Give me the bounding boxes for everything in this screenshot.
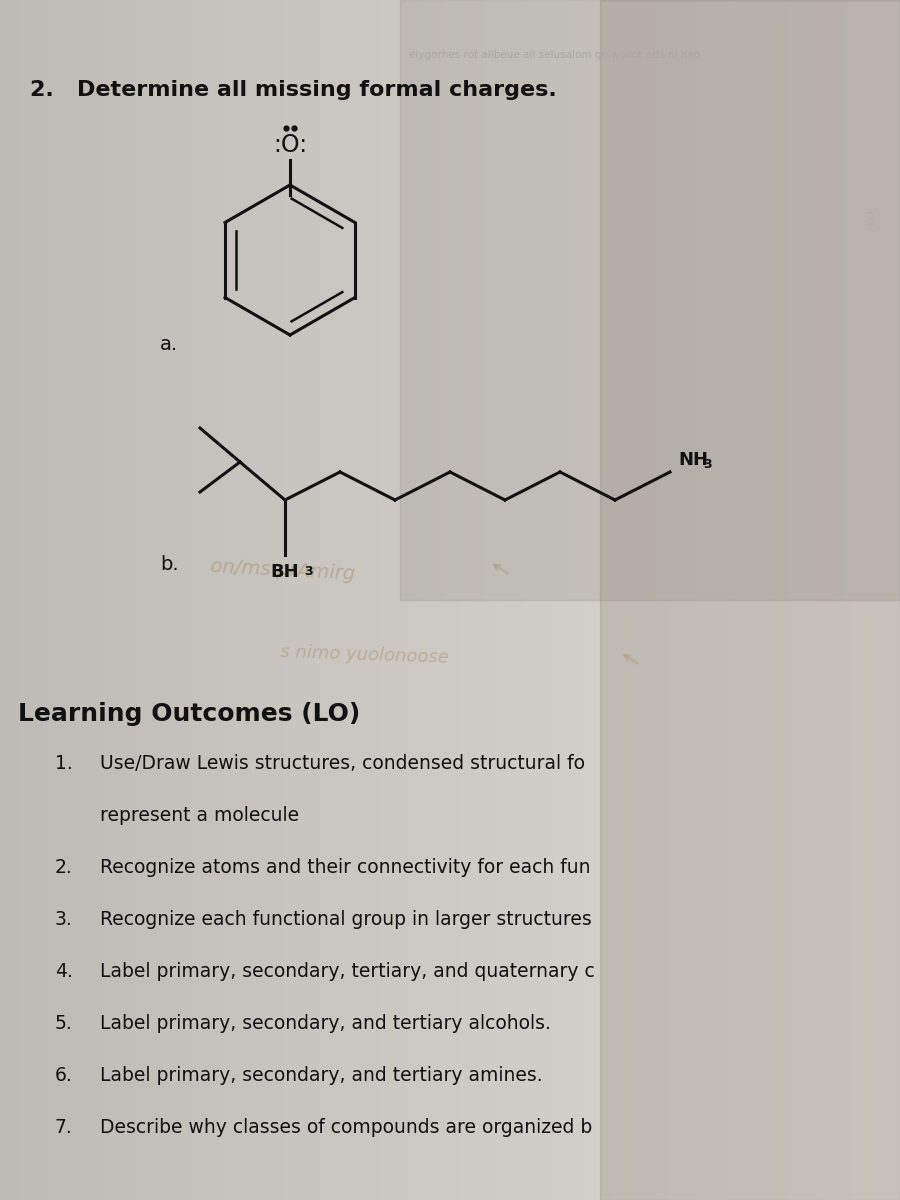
Text: 6.: 6. <box>55 1066 73 1085</box>
Text: Learning Outcomes (LO): Learning Outcomes (LO) <box>18 702 360 726</box>
Text: 1.: 1. <box>55 754 73 773</box>
Polygon shape <box>600 0 900 1200</box>
Text: b.: b. <box>160 556 178 575</box>
Text: 5.: 5. <box>55 1014 73 1033</box>
Text: BH: BH <box>271 563 300 581</box>
Text: Label primary, secondary, tertiary, and quaternary c: Label primary, secondary, tertiary, and … <box>100 962 595 982</box>
Text: Describe why classes of compounds are organized b: Describe why classes of compounds are or… <box>100 1118 592 1138</box>
Text: on/ms prAmirg: on/ms prAmirg <box>210 557 356 583</box>
Text: a.: a. <box>160 336 178 354</box>
Text: Recognize each functional group in larger structures: Recognize each functional group in large… <box>100 910 592 929</box>
Text: s nimo yuolonoose: s nimo yuolonoose <box>280 643 449 667</box>
Text: represent a molecule: represent a molecule <box>100 806 299 826</box>
Text: 4.: 4. <box>55 962 73 982</box>
Text: 3: 3 <box>703 457 712 470</box>
Text: Label primary, secondary, and tertiary amines.: Label primary, secondary, and tertiary a… <box>100 1066 543 1085</box>
Text: Label primary, secondary, and tertiary alcohols.: Label primary, secondary, and tertiary a… <box>100 1014 551 1033</box>
Text: 3: 3 <box>304 565 312 578</box>
Text: elygorhes rot allbeue all selusalom gniwollot erls ni neo: elygorhes rot allbeue all selusalom gniw… <box>409 50 700 60</box>
Text: NH: NH <box>678 451 708 469</box>
Text: 3.: 3. <box>55 910 73 929</box>
Text: 2.: 2. <box>55 858 73 877</box>
Text: :O:: :O: <box>273 133 307 157</box>
Text: Use/Draw Lewis structures, condensed structural fo: Use/Draw Lewis structures, condensed str… <box>100 754 585 773</box>
Text: Recognize atoms and their connectivity for each fun: Recognize atoms and their connectivity f… <box>100 858 590 877</box>
Text: 3: 3 <box>864 210 877 229</box>
Text: 2.   Determine all missing formal charges.: 2. Determine all missing formal charges. <box>30 80 557 100</box>
Text: 7.: 7. <box>55 1118 73 1138</box>
Polygon shape <box>400 0 900 600</box>
